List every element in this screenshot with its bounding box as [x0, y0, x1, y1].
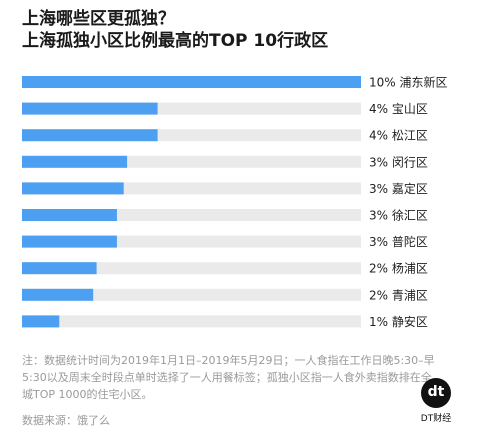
bar-label: 4% 宝山区 [369, 102, 428, 116]
bar [22, 315, 60, 328]
bar-chart: 10% 浦东新区 4% 宝山区 4% 松江区 3% 闵行区 3% 嘉定区 3% 徐汇区 3%… [22, 75, 448, 329]
title-line-2: 上海孤独小区比例最高的TOP 10行政区 [22, 31, 329, 51]
bar-label: 2% 青浦区 [369, 288, 428, 302]
chart-title: 上海哪些区更孤独？ 上海孤独小区比例最高的TOP 10行政区 [22, 8, 328, 52]
bar-track [22, 262, 361, 275]
bar [22, 209, 117, 221]
bar [22, 76, 361, 88]
bar [22, 182, 124, 195]
dt-logo-text: DT财经 [420, 414, 452, 424]
title-line-1: 上海哪些区更孤独？ [22, 9, 175, 29]
bar [22, 235, 117, 248]
bar-track [22, 288, 361, 301]
bar-label: 3% 徐汇区 [369, 208, 428, 223]
bar [22, 129, 158, 142]
bar [22, 262, 97, 275]
bar-label: 3% 普陀区 [369, 234, 428, 249]
bar-label: 2% 杨浦区 [369, 261, 428, 276]
bar-label: 3% 闵行区 [369, 154, 428, 169]
bar [22, 102, 158, 115]
bar-track [22, 315, 361, 328]
dt-logo: dt DT财经 [408, 378, 464, 424]
bar-label: 1% 静安区 [369, 314, 428, 329]
bar [22, 155, 128, 168]
bar-label: 3% 嘉定区 [369, 181, 428, 196]
dt-logo-icon: dt [421, 378, 451, 408]
bar-label: 4% 松江区 [369, 129, 428, 143]
footnote: 注：数据统计时间为2019年1月1日–2019年5月29日；一人食指在工作日晚5… [22, 354, 435, 401]
bar [22, 288, 94, 301]
data-source: 数据来源：饿了么 [22, 414, 110, 427]
bar-label: 10% 浦东新区 [369, 75, 448, 90]
